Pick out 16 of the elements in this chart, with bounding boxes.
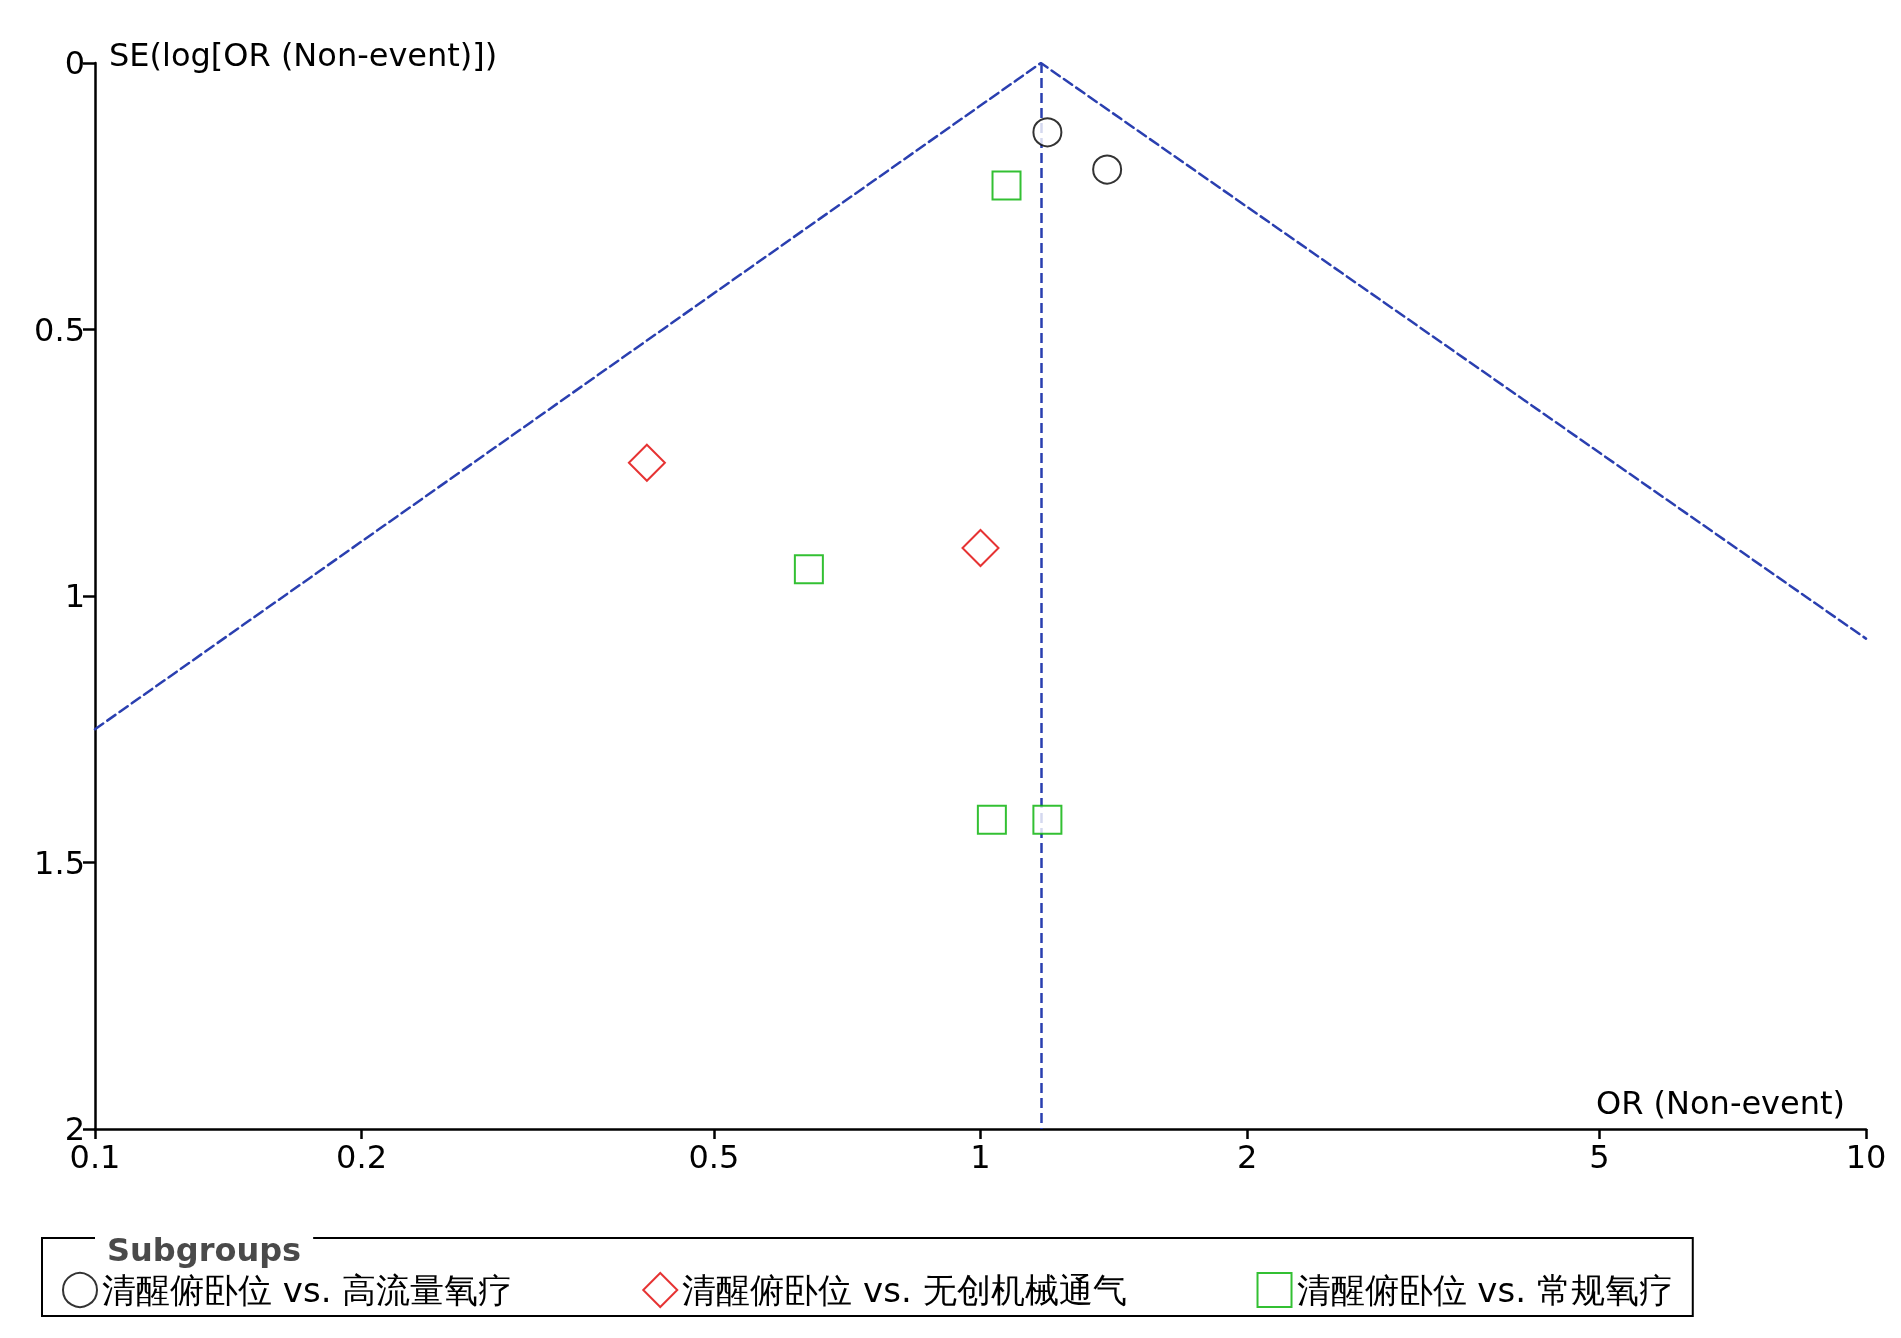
x-tick-label: 10 bbox=[1845, 1138, 1887, 1176]
y-axis-title: SE(log[OR (Non-event)]) bbox=[109, 36, 498, 74]
y-tick-label: 1 bbox=[64, 577, 85, 615]
x-tick-label: 0.5 bbox=[688, 1138, 740, 1176]
legend-label: 清醒俯卧位 vs. 常规氧疗 bbox=[1296, 1270, 1673, 1310]
y-tick-label: 0.5 bbox=[34, 310, 85, 349]
y-tick-label: 1.5 bbox=[34, 843, 85, 882]
legend-title: Subgroups bbox=[107, 1231, 302, 1269]
x-tick-label: 0.2 bbox=[336, 1138, 388, 1176]
x-axis-title: OR (Non-event) bbox=[1596, 1084, 1846, 1122]
x-tick-label: 5 bbox=[1589, 1138, 1610, 1176]
x-tick-label: 1 bbox=[970, 1138, 991, 1176]
x-tick-label: 2 bbox=[1236, 1138, 1258, 1176]
legend-label: 清醒俯卧位 vs. 高流量氧疗 bbox=[102, 1270, 513, 1310]
legend-label: 清醒俯卧位 vs. 无创机械通气 bbox=[682, 1270, 1127, 1310]
y-tick-label: 0 bbox=[64, 44, 85, 82]
